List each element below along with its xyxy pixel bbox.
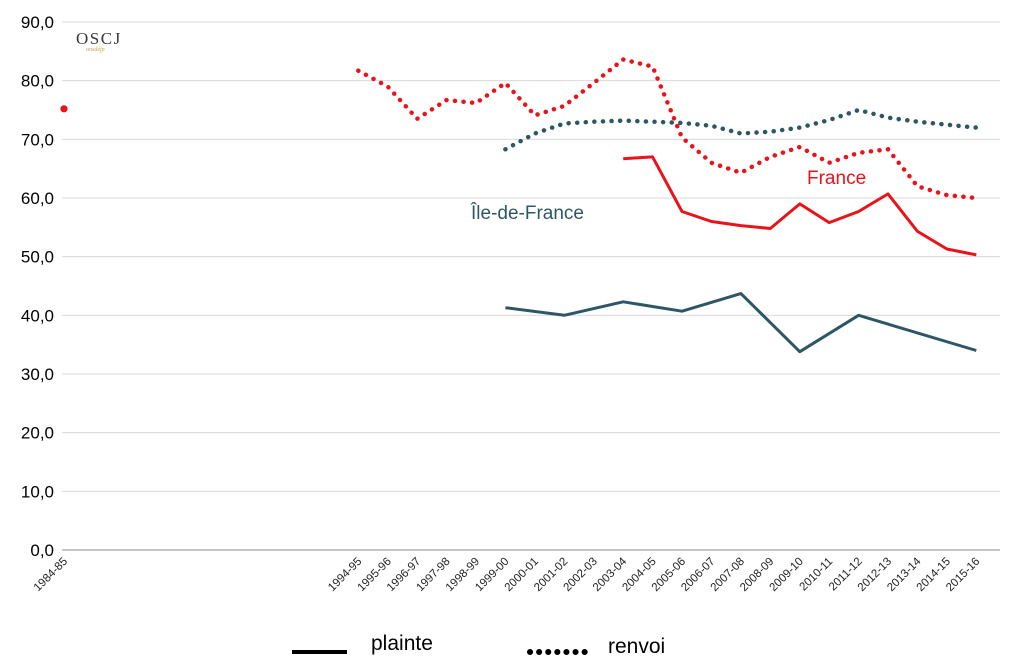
series-layer bbox=[60, 57, 979, 354]
y-tick-label: 30,0 bbox=[21, 365, 54, 384]
logo-text: OSCJ bbox=[76, 29, 122, 48]
y-tick-label: 20,0 bbox=[21, 424, 54, 443]
y-tick-label: 50,0 bbox=[21, 248, 54, 267]
series-france_plainte bbox=[623, 155, 977, 257]
y-tick-label: 0,0 bbox=[30, 541, 54, 560]
logo-subtext: onsdéjp bbox=[86, 47, 105, 53]
x-tick-label: 1984-85 bbox=[32, 556, 70, 594]
y-tick-label: 10,0 bbox=[21, 482, 54, 501]
oscj-logo: OSCJ onsdéjp bbox=[76, 29, 122, 53]
gridlines bbox=[62, 21, 1000, 551]
series-line bbox=[505, 292, 977, 354]
y-tick-label: 70,0 bbox=[21, 130, 54, 149]
series-idf_renvoi bbox=[503, 107, 979, 152]
series-line bbox=[503, 107, 979, 152]
series-idf_plainte bbox=[505, 292, 977, 354]
annotation-ile-de-france: Île-de-France bbox=[470, 202, 584, 224]
y-tick-label: 90,0 bbox=[21, 13, 54, 32]
series-france_renvoi bbox=[60, 57, 979, 201]
legend-label-renvoi: renvoi bbox=[608, 635, 665, 658]
data-point bbox=[60, 105, 68, 113]
x-axis-ticks: 1984-85 1994-951995-961996-971997-981998-… bbox=[32, 555, 983, 594]
legend-label-plainte: plainte bbox=[371, 632, 433, 655]
y-tick-label: 40,0 bbox=[21, 306, 54, 325]
legend: plainte renvoi bbox=[292, 632, 665, 658]
y-tick-label: 60,0 bbox=[21, 189, 54, 208]
y-tick-label: 80,0 bbox=[21, 72, 54, 91]
annotation-france: France bbox=[807, 168, 866, 189]
series-line bbox=[623, 155, 977, 257]
series-line bbox=[356, 57, 979, 201]
y-axis-ticks: 0,0 10,0 20,0 30,0 40,0 50,0 60,0 70,0 80,0 90,0 bbox=[21, 13, 54, 560]
